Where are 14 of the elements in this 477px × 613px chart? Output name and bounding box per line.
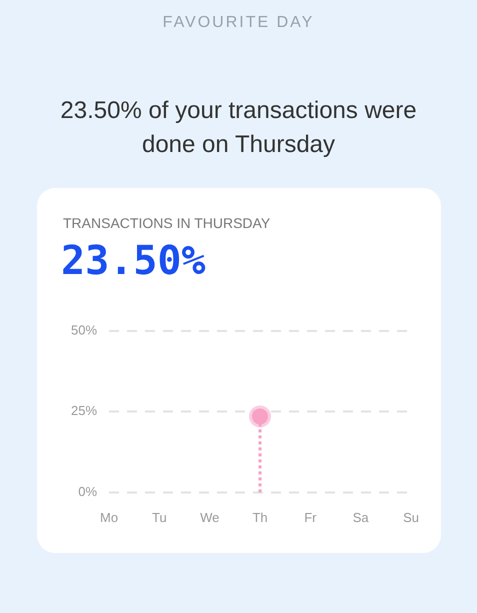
text: TRANSACTIONS IN THURSDAY (63, 215, 270, 231)
y-tick-label: 0% (78, 484, 98, 499)
x-tick-label: Th (252, 510, 268, 525)
x-tick-label: Tu (152, 510, 167, 525)
chart-title: FAVOURITE DAY (162, 14, 316, 32)
text: 23.50% (61, 238, 206, 284)
y-tick-label: 50% (70, 322, 98, 338)
x-tick-label: Su (403, 510, 420, 525)
chart-subtitle: 23.50% of your transactions were done on Thursday (59, 96, 418, 160)
y-tick-label: 25% (70, 403, 98, 418)
x-tick-label: Sa (352, 510, 370, 525)
x-tick-label: Mo (100, 510, 118, 525)
x-tick-label: We (200, 510, 220, 525)
x-tick-label: Fr (304, 510, 318, 525)
